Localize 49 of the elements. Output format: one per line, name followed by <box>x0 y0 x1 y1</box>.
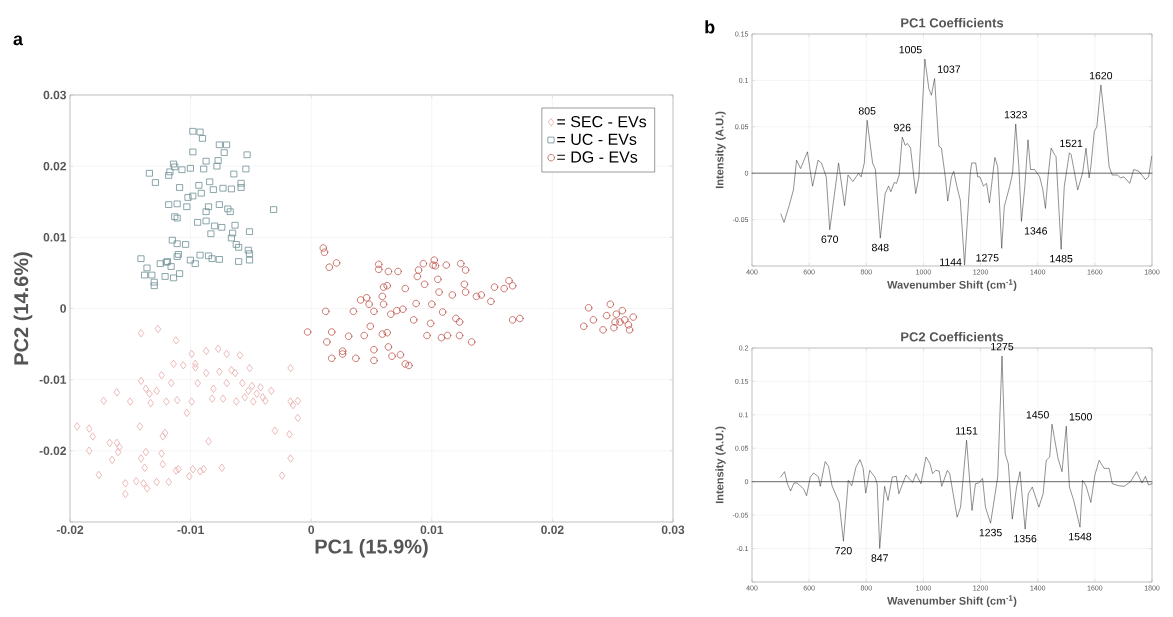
annotation: 805 <box>858 107 876 115</box>
annotation: 1037 <box>938 65 961 73</box>
x-tick-label: 0.03 <box>661 525 685 535</box>
annotation: 1346 <box>1024 227 1048 235</box>
chart-title: PC2 Coefficients <box>901 331 1004 342</box>
chart-title: PC1 Coefficients <box>901 17 1004 28</box>
legend-label: = DG - EVs <box>557 151 638 163</box>
annotation: 720 <box>835 546 852 555</box>
x-axis-title: Wavenumber Shift (cm$^{-1}$) <box>887 279 1017 291</box>
annotation: 1485 <box>1050 254 1073 263</box>
y-tick-label: -0.01 <box>39 375 67 384</box>
y-tick-label: 0.03 <box>43 90 67 100</box>
x-tick-label: 0.02 <box>541 525 564 535</box>
y-tick-label: 0.02 <box>43 161 66 171</box>
y-axis-title: PC2 (14.6%) <box>13 252 33 365</box>
x-tick-label: 0 <box>308 525 315 535</box>
annotation: 848 <box>871 243 889 252</box>
text: b <box>705 20 715 34</box>
x-axis-title: Wavenumber Shift (cm$^{-1}$) <box>887 595 1017 607</box>
legend-label: = SEC - EVs <box>557 116 647 128</box>
y-tick-label: 0.01 <box>43 233 67 242</box>
line-series <box>780 355 1153 549</box>
x-tick-label: 0.01 <box>420 525 444 535</box>
annotation: 1275 <box>976 254 999 262</box>
legend-label: = UC - EVs <box>557 133 637 145</box>
annotation: 847 <box>871 554 888 562</box>
line-series <box>780 58 1152 266</box>
annotation: 1275 <box>991 342 1014 351</box>
annotation: 1548 <box>1069 532 1092 541</box>
annotation: 1005 <box>899 45 922 54</box>
y-tick-label: 0 <box>60 304 66 313</box>
annotation: 670 <box>821 235 839 243</box>
annotation: 926 <box>894 123 911 132</box>
y-axis-title: Intensity (A.U.) <box>715 111 726 189</box>
x-tick-label: -0.01 <box>177 525 204 535</box>
y-tick-label: -0.02 <box>39 446 66 456</box>
annotation: 1500 <box>1069 413 1092 421</box>
x-tick-label: -0.02 <box>56 525 84 535</box>
annotation: 1144 <box>940 258 962 266</box>
annotation: 1323 <box>1004 110 1027 119</box>
annotation: 1620 <box>1089 71 1113 80</box>
y-axis-title: Intensity (A.U.) <box>715 426 726 504</box>
annotation: 1356 <box>1014 534 1037 543</box>
annotation: 1151 <box>956 427 978 435</box>
annotation: 1450 <box>1026 411 1049 419</box>
x-axis-title: PC1 (15.9%) <box>315 538 428 558</box>
text: a <box>13 35 24 46</box>
annotation: 1521 <box>1060 139 1083 148</box>
annotation: 1235 <box>979 528 1002 537</box>
